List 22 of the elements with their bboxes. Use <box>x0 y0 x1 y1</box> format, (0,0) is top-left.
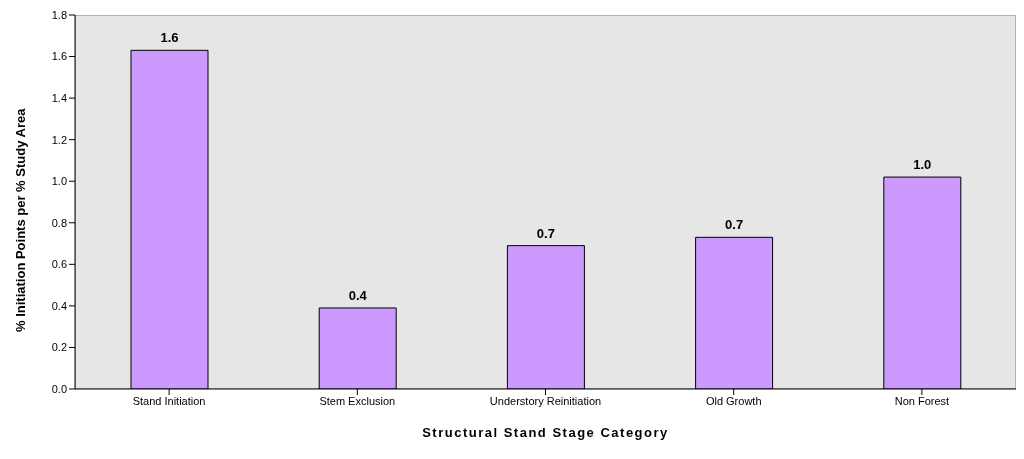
x-tick-label: Old Growth <box>705 394 762 407</box>
data-label: 0.7 <box>725 217 744 233</box>
data-label: 1.0 <box>913 157 932 173</box>
x-tick-label: Stand Initiation <box>132 394 206 407</box>
y-tick-label: 0.2 <box>51 341 67 354</box>
y-tick-label: 1.8 <box>51 8 67 21</box>
y-tick-label: 0.0 <box>51 382 67 395</box>
y-tick-label: 0.4 <box>51 299 67 312</box>
x-tick-label: Non Forest <box>894 394 950 407</box>
y-tick-label: 1.6 <box>51 50 67 63</box>
data-label: 0.7 <box>536 225 555 241</box>
y-tick-label: 0.6 <box>51 258 67 271</box>
y-tick-label: 1.0 <box>51 175 67 188</box>
data-label: 1.6 <box>160 30 179 46</box>
y-tick-label: 0.8 <box>51 216 67 229</box>
x-axis-title: Structural Stand Stage Category <box>422 425 669 440</box>
y-tick-label: 1.2 <box>51 133 67 146</box>
data-label: 0.4 <box>348 287 368 303</box>
y-axis-title: % Initiation Points per % Study Area <box>12 107 28 332</box>
x-tick-label: Understory Reinitiation <box>489 394 602 407</box>
y-tick-label: 1.4 <box>51 92 67 105</box>
x-tick-label: Stem Exclusion <box>319 394 396 407</box>
